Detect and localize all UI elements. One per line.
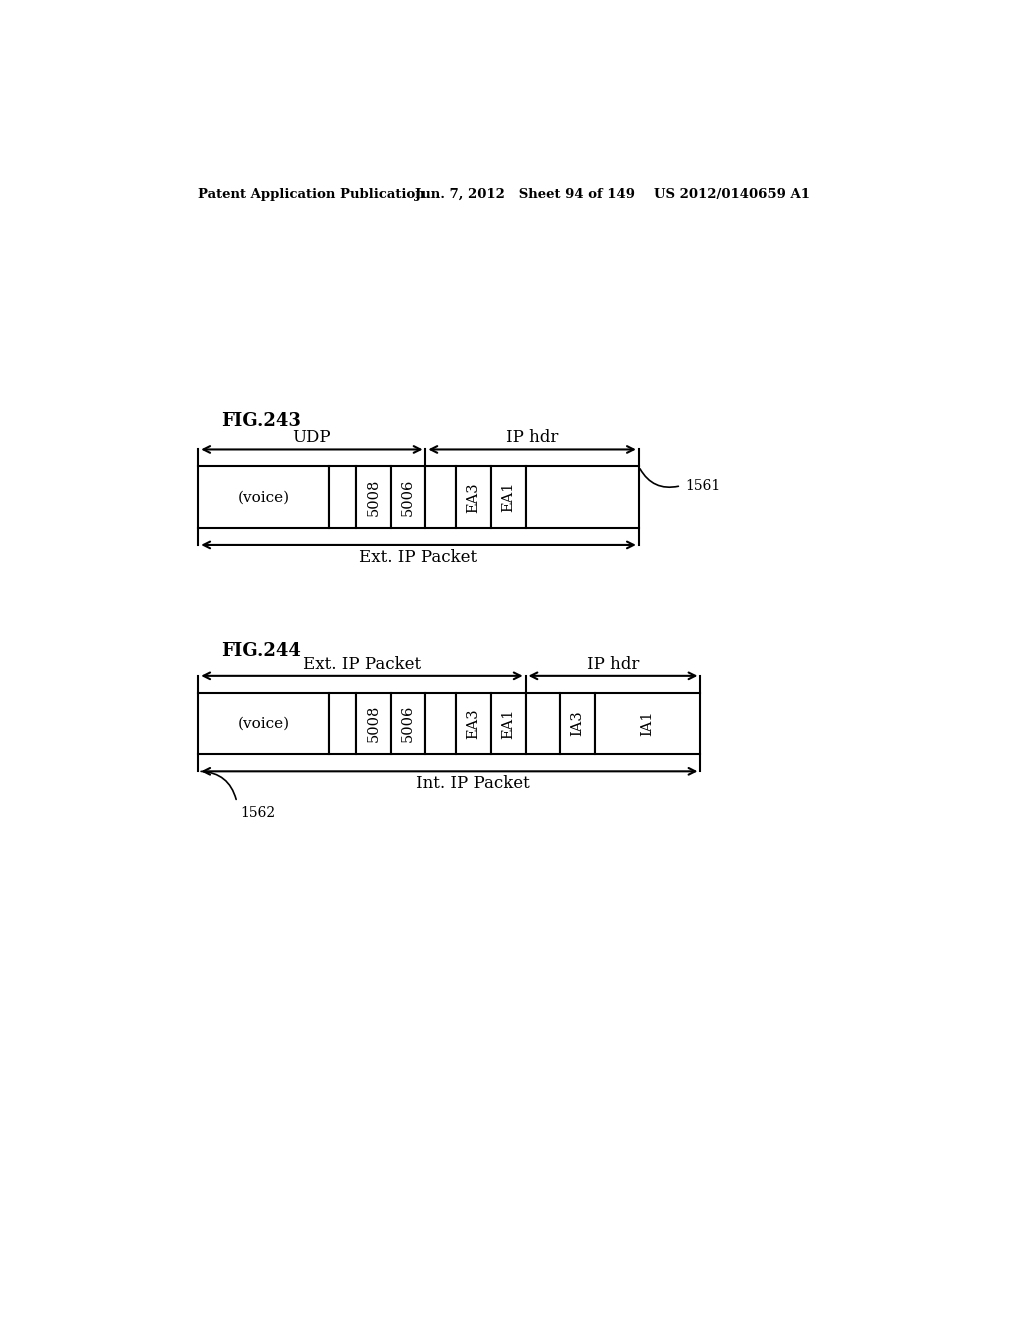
Text: IA1: IA1 — [641, 711, 654, 737]
Bar — [525, 466, 639, 528]
Text: Patent Application Publication: Patent Application Publication — [199, 187, 425, 201]
Text: (voice): (voice) — [238, 717, 290, 730]
Bar — [457, 693, 490, 755]
Text: IA3: IA3 — [570, 710, 585, 737]
Bar — [425, 693, 457, 755]
Bar — [356, 466, 391, 528]
Bar — [525, 693, 560, 755]
Text: FIG.244: FIG.244 — [221, 642, 301, 660]
Text: UDP: UDP — [293, 429, 331, 446]
Text: Ext. IP Packet: Ext. IP Packet — [303, 656, 421, 673]
Text: Ext. IP Packet: Ext. IP Packet — [359, 549, 477, 566]
Bar — [391, 693, 425, 755]
Text: 5006: 5006 — [401, 705, 415, 742]
Bar — [490, 466, 525, 528]
Text: IP hdr: IP hdr — [587, 656, 639, 673]
Text: EA1: EA1 — [501, 482, 515, 512]
Text: 5008: 5008 — [367, 479, 381, 516]
Bar — [330, 466, 356, 528]
Bar — [490, 693, 525, 755]
Text: IP hdr: IP hdr — [506, 429, 558, 446]
Text: US 2012/0140659 A1: US 2012/0140659 A1 — [654, 187, 810, 201]
Bar — [457, 466, 490, 528]
Text: (voice): (voice) — [238, 490, 290, 504]
Bar — [391, 466, 425, 528]
Bar — [199, 693, 330, 755]
Bar — [595, 693, 700, 755]
Text: 1561: 1561 — [685, 479, 720, 492]
Bar — [199, 466, 330, 528]
Bar — [356, 693, 391, 755]
Text: Jun. 7, 2012   Sheet 94 of 149: Jun. 7, 2012 Sheet 94 of 149 — [416, 187, 636, 201]
Bar — [330, 693, 356, 755]
Text: 5008: 5008 — [367, 705, 381, 742]
Text: EA1: EA1 — [501, 709, 515, 739]
Text: EA3: EA3 — [467, 482, 480, 512]
Bar — [425, 466, 457, 528]
Text: EA3: EA3 — [467, 709, 480, 739]
Text: Int. IP Packet: Int. IP Packet — [416, 775, 529, 792]
Text: 5006: 5006 — [401, 479, 415, 516]
Text: 1562: 1562 — [241, 807, 275, 820]
Text: FIG.243: FIG.243 — [221, 412, 301, 430]
Bar — [560, 693, 595, 755]
